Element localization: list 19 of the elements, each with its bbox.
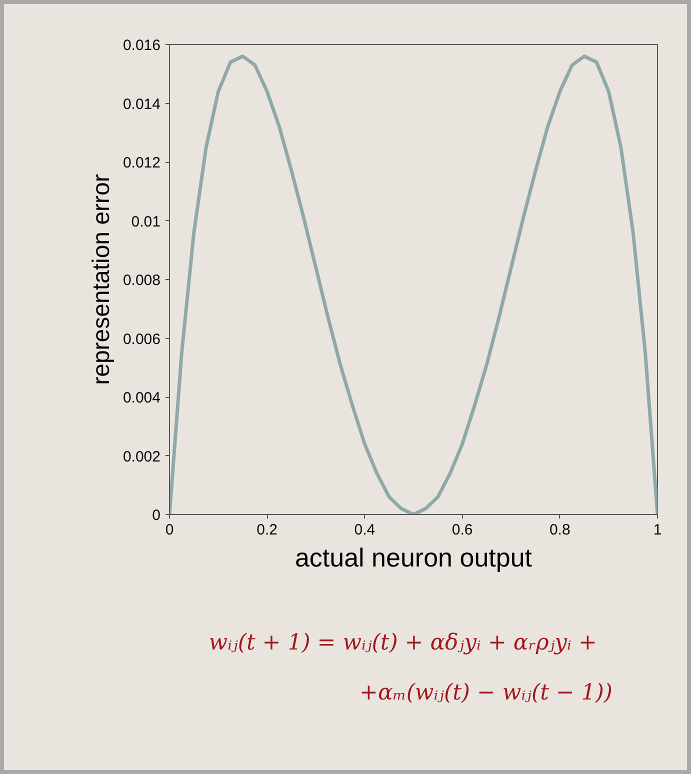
- y-axis-title: representation error: [88, 174, 115, 385]
- y-tick-label: 0: [152, 507, 160, 524]
- y-tick-label: 0.006: [122, 330, 161, 348]
- y-tick-label: 0.004: [122, 390, 161, 406]
- x-tick-label: 0: [165, 522, 174, 538]
- text: wᵢⱼ(t + 1) = wᵢⱼ(t) + αδⱼyᵢ + αᵣρⱼyᵢ +: [208, 630, 597, 656]
- x-tick-label: 1: [653, 522, 662, 538]
- x-tick-label: 0.4: [354, 522, 376, 538]
- y-tick-label: 0.008: [122, 272, 161, 289]
- y-tick-label: 0.016: [122, 37, 161, 54]
- x-tick-label: 0.6: [452, 522, 473, 538]
- x-tick-label: 0.8: [549, 522, 570, 538]
- text: +αₘ(wᵢⱼ(t) − wᵢⱼ(t − 1)): [360, 680, 612, 706]
- x-tick-label: 0.2: [256, 522, 278, 538]
- y-tick-label: 0.002: [122, 448, 161, 466]
- x-axis-title: actual neuron output: [294, 542, 533, 572]
- y-tick-label: 0.012: [122, 154, 161, 172]
- y-tick-label: 0.014: [122, 96, 161, 113]
- y-tick-label: 0.01: [131, 213, 161, 230]
